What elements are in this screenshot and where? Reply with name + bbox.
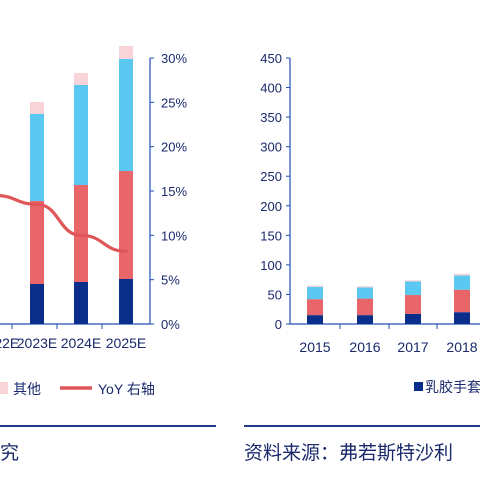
bar-segment-navy xyxy=(307,315,323,324)
right-y-tick-label: 10% xyxy=(161,228,187,243)
bar-segment-navy xyxy=(30,284,44,324)
bar-segment-navy xyxy=(74,282,88,324)
x-tick-label: 2015 xyxy=(299,339,330,355)
x-tick-label: 2017 xyxy=(397,339,428,355)
x-tick-label: 2016 xyxy=(349,339,380,355)
bar-segment-pink xyxy=(405,280,421,282)
right-chart: 0 50 100 150 200 250 300 350 400 450 2015 2016 2017 2… xyxy=(260,51,480,395)
legend-label-other: 其他 xyxy=(13,381,41,397)
bar-segment-red xyxy=(74,185,88,282)
bar-segment-cyan xyxy=(405,281,421,296)
bar-segment-red xyxy=(405,295,421,314)
bar-segment-red xyxy=(119,171,133,279)
bar-segment-cyan xyxy=(74,85,88,185)
left-chart: 0% 5% 10% 15% 20% 25% 30% 2022E2023E2024E 2025E 其… xyxy=(0,46,187,397)
legend-label-yoy: YoY 右轴 xyxy=(98,381,155,397)
left-y-tick-label: 300 xyxy=(260,140,282,155)
x-tick-label: 2024E xyxy=(61,335,101,351)
bar-segment-cyan xyxy=(454,275,470,290)
left-y-tick-label: 450 xyxy=(260,51,282,66)
bar-segment-pink xyxy=(307,285,323,287)
bar-segment-pink xyxy=(30,102,44,114)
yoy-line xyxy=(0,194,128,253)
right-y-tick-label: 0% xyxy=(161,317,180,332)
x-tick-label: 2023E xyxy=(17,335,57,351)
left-y-tick-label: 400 xyxy=(260,81,282,96)
bar-segment-navy xyxy=(357,315,373,324)
left-y-tick-label: 150 xyxy=(260,228,282,243)
bar-segment-red xyxy=(357,298,373,316)
left-y-tick-label: 200 xyxy=(260,199,282,214)
footer-source-left: 究 xyxy=(0,442,20,464)
right-y-tick-label: 5% xyxy=(161,273,180,288)
legend-label-latex-gloves: 乳胶手套 xyxy=(425,379,480,395)
legend-swatch-latex-gloves xyxy=(414,382,423,391)
bar-segment-pink xyxy=(74,73,88,85)
x-tick-label: 2025E xyxy=(106,335,146,351)
bar-segment-red xyxy=(30,201,44,284)
legend-swatch-other xyxy=(0,382,8,394)
bar-segment-red xyxy=(454,289,470,313)
bar-segment-cyan xyxy=(307,286,323,300)
x-tick-label: 2018 xyxy=(446,339,477,355)
bar-segment-cyan xyxy=(30,114,44,201)
x-tick-label: 2022E xyxy=(0,335,19,351)
right-y-tick-label: 20% xyxy=(161,140,187,155)
footer-divider-left xyxy=(0,425,216,427)
right-y-tick-label: 25% xyxy=(161,95,187,110)
bar-segment-pink xyxy=(357,286,373,288)
footer-source-right: 资料来源：弗若斯特沙利 xyxy=(244,442,454,464)
bar-segment-cyan xyxy=(119,59,133,171)
bar-segment-pink xyxy=(119,46,133,59)
bar-segment-pink xyxy=(454,273,470,276)
footer-divider-right xyxy=(244,425,480,427)
left-y-tick-label: 100 xyxy=(260,258,282,273)
right-y-tick-label: 15% xyxy=(161,184,187,199)
bar-segment-cyan xyxy=(357,287,373,299)
bar-segment-navy xyxy=(405,313,421,324)
bar-segment-red xyxy=(307,299,323,316)
left-y-tick-label: 250 xyxy=(260,169,282,184)
bar-segment-navy xyxy=(454,312,470,324)
bar-segment-navy xyxy=(119,279,133,324)
left-y-tick-label: 50 xyxy=(268,287,282,302)
left-y-tick-label: 0 xyxy=(275,317,282,332)
left-y-tick-label: 350 xyxy=(260,110,282,125)
right-y-tick-label: 30% xyxy=(161,51,187,66)
